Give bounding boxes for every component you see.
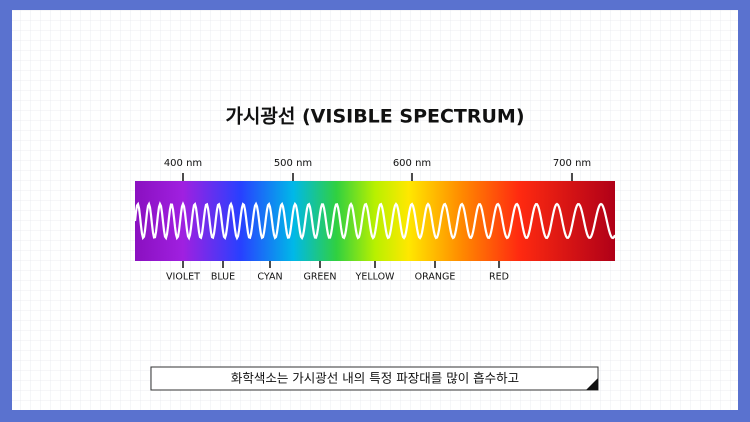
color-label: BLUE <box>211 272 235 283</box>
title: 가시광선 (VISIBLE SPECTRUM) <box>225 106 524 128</box>
wavelength-label: 400 nm <box>164 158 202 169</box>
wave <box>133 201 616 241</box>
wavelength-label: 700 nm <box>553 158 591 169</box>
color-label: VIOLET <box>166 272 200 283</box>
color-label: CYAN <box>257 272 282 283</box>
caption-corner <box>586 378 598 390</box>
caption: 화학색소는 가시광선 내의 특정 파장대를 많이 흡수하고 <box>231 371 519 386</box>
color-label: ORANGE <box>415 272 456 283</box>
color-label: YELLOW <box>355 272 396 283</box>
color-label: GREEN <box>303 272 336 283</box>
color-label: RED <box>489 272 509 283</box>
wavelength-label: 500 nm <box>274 158 312 169</box>
spectrum-bar <box>135 181 615 261</box>
wavelength-label: 600 nm <box>393 158 431 169</box>
